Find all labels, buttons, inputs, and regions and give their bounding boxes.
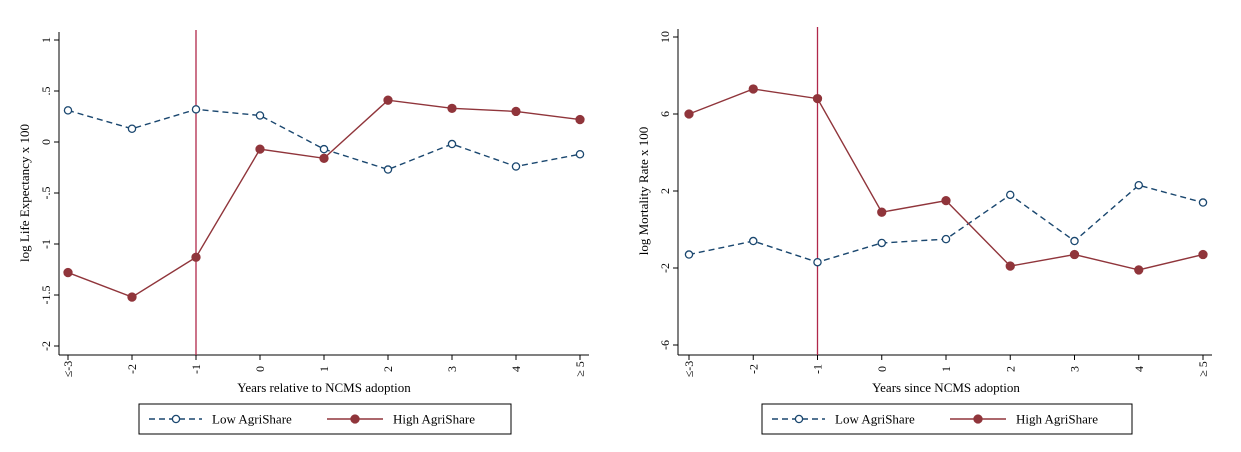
point-high-agrishare <box>1134 265 1144 275</box>
point-high-agrishare <box>191 252 201 262</box>
y-tick-label: -2 <box>39 341 53 351</box>
x-tick-label: 0 <box>875 366 889 372</box>
point-low-agrishare <box>255 111 265 120</box>
y-tick-label: -.5 <box>39 187 53 200</box>
x-tick-label: -1 <box>189 364 203 374</box>
point-high-agrishare <box>63 267 73 278</box>
point-low-agrishare <box>749 236 758 246</box>
point-high-agrishare <box>127 292 137 302</box>
point-low-agrishare <box>941 234 951 244</box>
y-tick-label: 0 <box>39 139 53 145</box>
y-axis-title: log Mortality Rate x 100 <box>636 127 651 256</box>
x-tick-label: ≥ 5 <box>1196 361 1210 377</box>
point-high-agrishare <box>877 207 887 217</box>
point-low-agrishare <box>127 124 137 133</box>
y-tick-label: 6 <box>658 111 672 117</box>
x-tick-label: ≤-3 <box>61 361 75 378</box>
x-tick-label: 3 <box>1068 366 1082 372</box>
x-tick-label: ≤-3 <box>682 361 696 378</box>
x-tick-label: -2 <box>746 364 760 374</box>
point-high-agrishare <box>319 153 329 163</box>
x-tick-label: 4 <box>1132 366 1146 372</box>
x-tick-label: 1 <box>317 366 331 372</box>
point-high-agrishare <box>255 144 265 154</box>
chart-panel-1: -2 -1.5 -1 -.5 0 .5 1 ≤-3 -2 -1 0 1 2 3 4 ≥ 5 Years rela… <box>17 30 589 435</box>
chart-panel-2: -6 -2 2 6 10 ≤-3 -2 -1 0 1 2 3 4 ≥ 5 Years since NCMS … <box>636 27 1212 435</box>
point-high-agrishare <box>1005 261 1015 271</box>
x-tick-label: -2 <box>125 364 139 374</box>
point-high-agrishare <box>511 106 521 117</box>
point-low-agrishare <box>1198 198 1208 207</box>
y-tick-label: -1 <box>39 239 53 249</box>
point-high-agrishare <box>748 84 758 94</box>
point-low-agrishare <box>684 250 694 259</box>
legend-label: Low AgriShare <box>835 412 915 427</box>
point-low-agrishare <box>1006 190 1015 200</box>
legend-box <box>761 403 1133 435</box>
x-tick-label: 2 <box>1003 366 1017 372</box>
y-tick-label: 1 <box>39 37 53 43</box>
point-low-agrishare <box>1070 236 1079 246</box>
x-tick-label: 0 <box>253 366 267 372</box>
point-high-agrishare <box>1069 249 1080 260</box>
point-high-agrishare <box>575 114 585 125</box>
y-tick-label: 2 <box>658 188 672 194</box>
x-tick-label: 1 <box>939 366 953 372</box>
y-tick-label: 10 <box>658 31 672 43</box>
point-low-agrishare <box>1134 180 1144 190</box>
legend-swatch-marker <box>794 414 804 424</box>
legend-swatch-marker <box>973 414 983 424</box>
point-low-agrishare <box>813 257 822 267</box>
x-axis-title: Years since NCMS adoption <box>872 380 1020 395</box>
y-tick-label: -6 <box>658 340 672 350</box>
legend-label: Low AgriShare <box>212 412 292 427</box>
x-tick-label: 3 <box>445 366 459 372</box>
point-low-agrishare <box>575 149 585 159</box>
x-axis-title: Years relative to NCMS adoption <box>237 380 411 395</box>
point-high-agrishare <box>383 95 393 105</box>
point-low-agrishare <box>447 139 457 149</box>
series-line-high-agrishare <box>67 99 581 298</box>
y-tick-label: -2 <box>658 263 672 273</box>
legend-swatch-marker <box>350 414 360 424</box>
point-high-agrishare <box>447 103 457 113</box>
point-low-agrishare <box>63 106 73 115</box>
y-tick-label: -1.5 <box>39 286 53 305</box>
x-tick-label: 4 <box>509 366 523 372</box>
point-low-agrishare <box>191 105 201 114</box>
point-high-agrishare <box>812 93 823 104</box>
y-tick-label: .5 <box>39 87 53 96</box>
x-tick-label: -1 <box>811 364 825 374</box>
point-high-agrishare <box>684 109 694 119</box>
legend-swatch-marker <box>171 414 181 424</box>
point-low-agrishare <box>383 165 393 174</box>
point-low-agrishare <box>877 238 887 248</box>
point-high-agrishare <box>941 195 951 206</box>
y-axis-title: log Life Expectancy x 100 <box>17 124 32 262</box>
legend-label: High AgriShare <box>1016 412 1098 427</box>
x-tick-label: ≥ 5 <box>573 361 587 377</box>
point-high-agrishare <box>1198 249 1208 260</box>
x-tick-label: 2 <box>381 366 395 372</box>
legend-label: High AgriShare <box>393 412 475 427</box>
point-low-agrishare <box>319 144 329 154</box>
point-low-agrishare <box>511 162 521 171</box>
